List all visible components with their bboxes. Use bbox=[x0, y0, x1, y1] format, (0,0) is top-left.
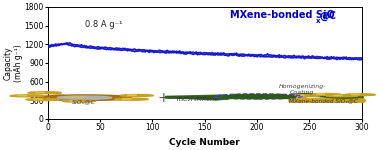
Y-axis label: Capacity
(mAh g⁻¹): Capacity (mAh g⁻¹) bbox=[3, 44, 23, 82]
Circle shape bbox=[326, 95, 358, 97]
Circle shape bbox=[35, 92, 45, 93]
Circle shape bbox=[57, 96, 112, 99]
Circle shape bbox=[115, 98, 148, 100]
Circle shape bbox=[33, 99, 43, 100]
Polygon shape bbox=[166, 97, 229, 100]
Circle shape bbox=[37, 95, 132, 101]
Text: Ti₃C₂TₓMXene: Ti₃C₂TₓMXene bbox=[176, 97, 219, 102]
X-axis label: Cycle Number: Cycle Number bbox=[169, 138, 240, 147]
Circle shape bbox=[62, 100, 96, 102]
Text: +: + bbox=[157, 91, 169, 105]
Polygon shape bbox=[165, 95, 230, 98]
Circle shape bbox=[296, 95, 304, 96]
Text: x: x bbox=[316, 18, 321, 24]
Circle shape bbox=[344, 94, 375, 96]
Polygon shape bbox=[165, 97, 230, 99]
Text: SiOₓ@C: SiOₓ@C bbox=[73, 99, 96, 104]
Circle shape bbox=[310, 93, 341, 95]
Circle shape bbox=[65, 96, 85, 98]
Polygon shape bbox=[166, 97, 229, 98]
Circle shape bbox=[26, 99, 59, 101]
Circle shape bbox=[288, 95, 320, 97]
Text: Homogenizing-
Coating: Homogenizing- Coating bbox=[279, 84, 326, 95]
Circle shape bbox=[17, 95, 27, 96]
Circle shape bbox=[351, 94, 360, 95]
Text: 0.8 A g⁻¹: 0.8 A g⁻¹ bbox=[85, 20, 123, 29]
Circle shape bbox=[127, 95, 137, 96]
Polygon shape bbox=[165, 96, 230, 98]
Text: MXene-bonded SiOₓ@C: MXene-bonded SiOₓ@C bbox=[288, 98, 358, 103]
Circle shape bbox=[333, 95, 342, 96]
Text: MXene-bonded SiO: MXene-bonded SiO bbox=[230, 10, 335, 20]
Text: @C: @C bbox=[319, 10, 336, 21]
Circle shape bbox=[70, 100, 79, 101]
Circle shape bbox=[120, 94, 153, 96]
Circle shape bbox=[10, 95, 43, 97]
Circle shape bbox=[28, 92, 61, 94]
